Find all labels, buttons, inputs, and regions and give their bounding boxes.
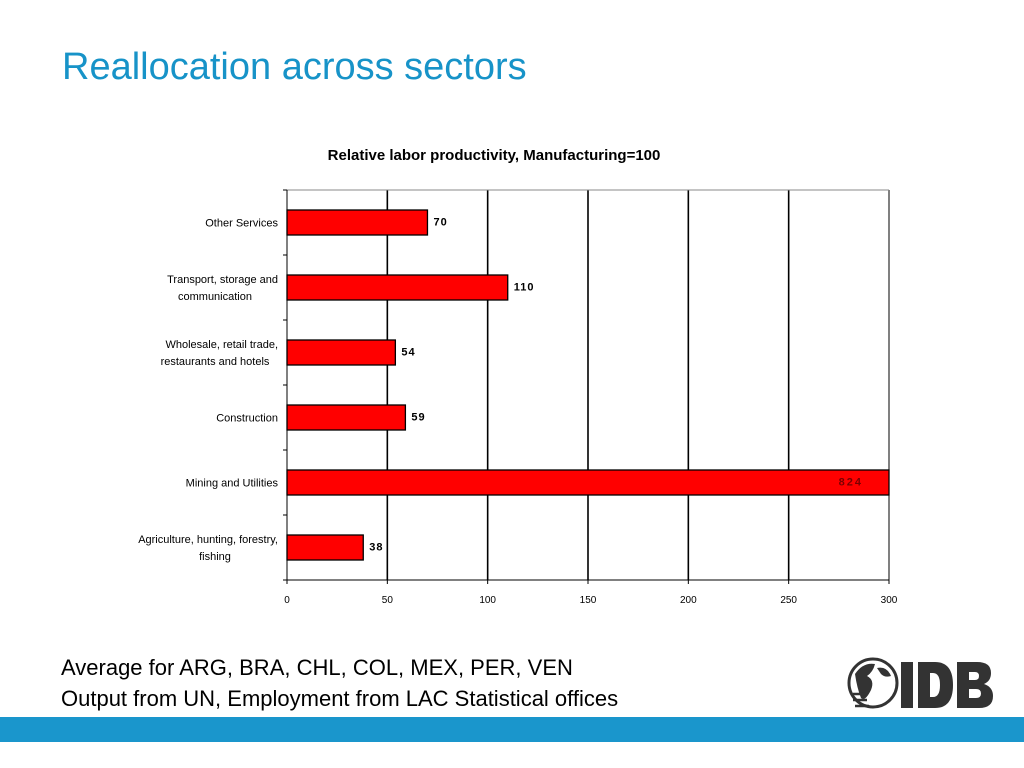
data-label: 59: [411, 412, 425, 424]
data-label: 54: [401, 347, 415, 359]
category-label: communication: [178, 291, 252, 303]
category-label: Mining and Utilities: [186, 478, 279, 490]
bar: [286, 209, 429, 236]
category-label: Agriculture, hunting, forestry,: [138, 534, 278, 546]
idb-logo: [845, 654, 995, 712]
category-label: Wholesale, retail trade,: [166, 339, 279, 351]
x-tick-label: 150: [580, 595, 597, 606]
bar: [286, 339, 397, 366]
category-label: Construction: [216, 413, 278, 425]
bar: [286, 534, 364, 561]
x-tick-label: 0: [284, 595, 290, 606]
data-label: 70: [433, 217, 447, 229]
data-label: 110: [514, 282, 535, 294]
x-tick-label: 300: [881, 595, 898, 606]
footnote-countries: Average for ARG, BRA, CHL, COL, MEX, PER…: [61, 655, 573, 680]
footer-bar: [0, 717, 1024, 742]
category-label: Transport, storage and: [167, 274, 278, 286]
category-label: fishing: [199, 551, 231, 563]
bar: [286, 404, 407, 431]
x-tick-label: 50: [382, 595, 394, 606]
footnote-sources: Output from UN, Employment from LAC Stat…: [61, 686, 619, 711]
bar-chart: Relative labor productivity, Manufacturi…: [138, 147, 898, 606]
category-label: restaurants and hotels: [161, 356, 270, 368]
slide-title: Reallocation across sectors: [62, 46, 527, 88]
x-tick-label: 200: [680, 595, 697, 606]
x-tick-label: 100: [479, 595, 496, 606]
data-label: 824: [839, 477, 863, 489]
category-label: Other Services: [205, 218, 278, 230]
globe-icon: [847, 657, 993, 709]
bar: [286, 469, 890, 496]
footnotes: Average for ARG, BRA, CHL, COL, MEX, PER…: [61, 652, 618, 714]
data-label: 38: [369, 542, 383, 554]
chart-title: Relative labor productivity, Manufacturi…: [328, 147, 661, 164]
x-tick-label: 250: [780, 595, 797, 606]
bar: [286, 274, 509, 301]
